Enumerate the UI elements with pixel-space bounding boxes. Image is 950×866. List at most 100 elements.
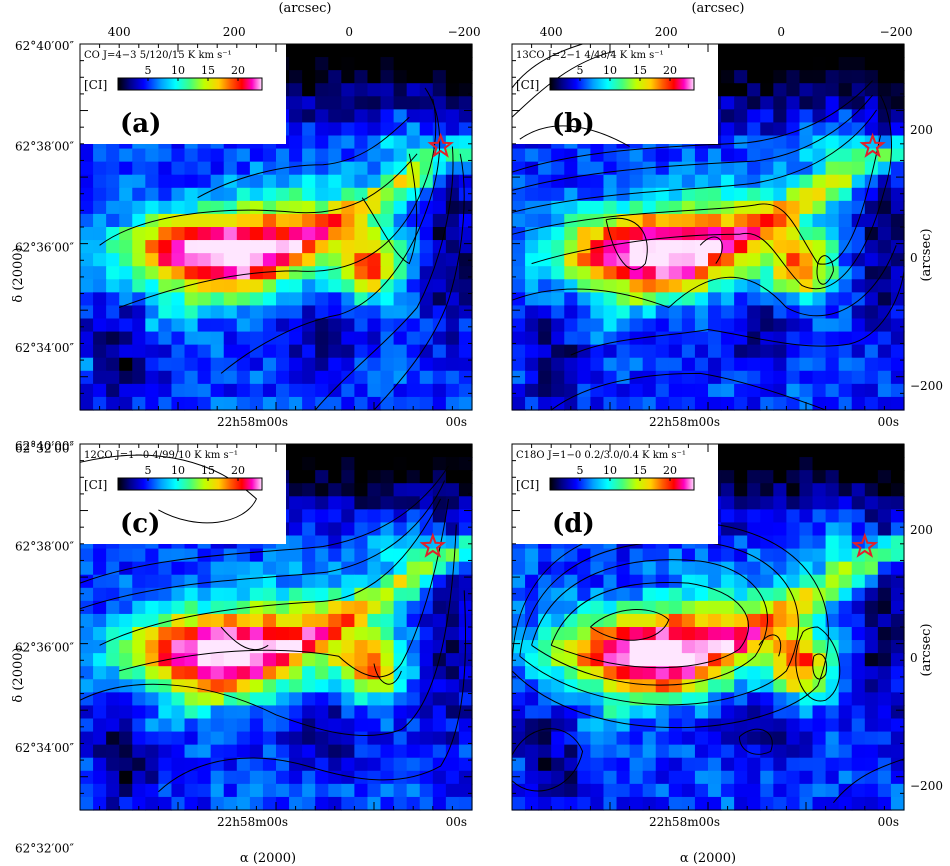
- heatmap-cell: [825, 148, 840, 163]
- heatmap-cell: [708, 783, 722, 798]
- heatmap-cell: [812, 240, 827, 254]
- heatmap-cell: [184, 627, 199, 641]
- heatmap-cell: [890, 57, 905, 71]
- contour-line: [511, 43, 583, 89]
- heatmap-cell: [877, 718, 892, 733]
- heatmap-cell: [812, 70, 827, 84]
- heatmap-cell: [106, 187, 120, 202]
- heatmap-cell: [289, 109, 303, 124]
- heatmap-cell: [747, 627, 761, 641]
- heatmap-cell: [655, 227, 670, 241]
- heatmap-cell: [171, 587, 186, 602]
- heatmap-cell: [93, 679, 107, 693]
- heatmap-cell: [119, 227, 133, 241]
- heatmap-cell: [851, 122, 866, 137]
- heatmap-cell: [145, 679, 159, 693]
- heatmap-cell: [890, 679, 905, 693]
- heatmap-cell: [812, 770, 827, 785]
- heatmap-cell: [302, 600, 316, 615]
- heatmap-cell: [721, 279, 735, 293]
- heatmap-cell: [354, 627, 369, 641]
- heatmap-cell: [132, 587, 146, 602]
- heatmap-cell: [721, 122, 735, 137]
- heatmap-cell: [145, 653, 159, 667]
- heatmap-cell: [655, 783, 670, 798]
- heatmap-cell: [302, 292, 316, 307]
- heatmap-cell: [184, 318, 199, 333]
- heatmap-cell: [197, 731, 212, 746]
- heatmap-cell: [590, 253, 605, 267]
- heatmap-cell: [223, 318, 238, 333]
- heatmap-cell: [262, 718, 277, 733]
- heatmap-cell: [564, 318, 578, 333]
- bottom-tick-label: 00s: [446, 415, 467, 429]
- heatmap-cell: [223, 383, 238, 398]
- heatmap-cell: [812, 457, 827, 471]
- heatmap-cell: [629, 757, 644, 772]
- heatmap-cell: [432, 96, 447, 110]
- heatmap-cell: [590, 574, 605, 589]
- heatmap-cell: [406, 718, 421, 733]
- heatmap-cell: [564, 574, 578, 589]
- heatmap-cell: [812, 757, 827, 772]
- heatmap-cell: [812, 57, 827, 71]
- heatmap-cell: [80, 666, 94, 680]
- heatmap-cell: [577, 718, 591, 733]
- heatmap-cell: [668, 679, 683, 693]
- heatmap-cell: [315, 292, 329, 307]
- heatmap-cell: [551, 318, 565, 333]
- heatmap-cell: [302, 783, 316, 798]
- heatmap-cell: [93, 227, 107, 241]
- heatmap-cell: [419, 135, 434, 150]
- heatmap-cell: [354, 135, 369, 150]
- heatmap-cell: [799, 96, 814, 110]
- heatmap-cell: [890, 279, 905, 293]
- heatmap-cell: [786, 692, 801, 707]
- heatmap-cell: [354, 357, 369, 372]
- heatmap-cell: [708, 266, 722, 280]
- heatmap-cell: [119, 253, 133, 267]
- heatmap-cell: [432, 679, 447, 693]
- heatmap-cell: [223, 640, 238, 654]
- heatmap-cell: [694, 561, 709, 576]
- heatmap-cell: [747, 200, 761, 215]
- heatmap-cell: [512, 600, 526, 615]
- heatmap-cell: [681, 357, 696, 372]
- heatmap-cell: [681, 574, 696, 589]
- heatmap-cell: [590, 174, 605, 189]
- heatmap-cell: [694, 383, 709, 398]
- heatmap-cell: [302, 213, 316, 228]
- heatmap-cell: [380, 627, 395, 641]
- heatmap-cell: [721, 627, 735, 641]
- heatmap-cell: [328, 96, 342, 110]
- heatmap-cell: [616, 718, 631, 733]
- heatmap-cell: [851, 627, 866, 641]
- heatmap-cell: [681, 240, 696, 254]
- heatmap-cell: [223, 744, 238, 759]
- heatmap-cell: [302, 174, 316, 189]
- heatmap-cell: [445, 44, 460, 58]
- heatmap-cell: [681, 796, 696, 811]
- heatmap-cell: [328, 57, 342, 71]
- heatmap-cell: [760, 522, 774, 537]
- heatmap-cell: [419, 187, 434, 202]
- heatmap-cell: [249, 174, 264, 189]
- heatmap-cell: [315, 653, 329, 667]
- heatmap-cell: [406, 561, 421, 576]
- heatmap-cell: [577, 731, 591, 746]
- heatmap-cell: [380, 266, 395, 280]
- heatmap-cell: [80, 718, 94, 733]
- heatmap-cell: [406, 574, 421, 589]
- heatmap-cell: [380, 253, 395, 267]
- heatmap-cell: [577, 783, 591, 798]
- heatmap-cell: [341, 783, 355, 798]
- heatmap-cell: [799, 757, 814, 772]
- heatmap-cell: [106, 305, 120, 320]
- heatmap-cell: [773, 70, 787, 84]
- heatmap-cell: [681, 200, 696, 215]
- heatmap-cell: [289, 292, 303, 307]
- heatmap-cell: [210, 370, 225, 385]
- heatmap-cell: [145, 770, 159, 785]
- heatmap-cell: [773, 279, 787, 293]
- heatmap-cell: [184, 783, 199, 798]
